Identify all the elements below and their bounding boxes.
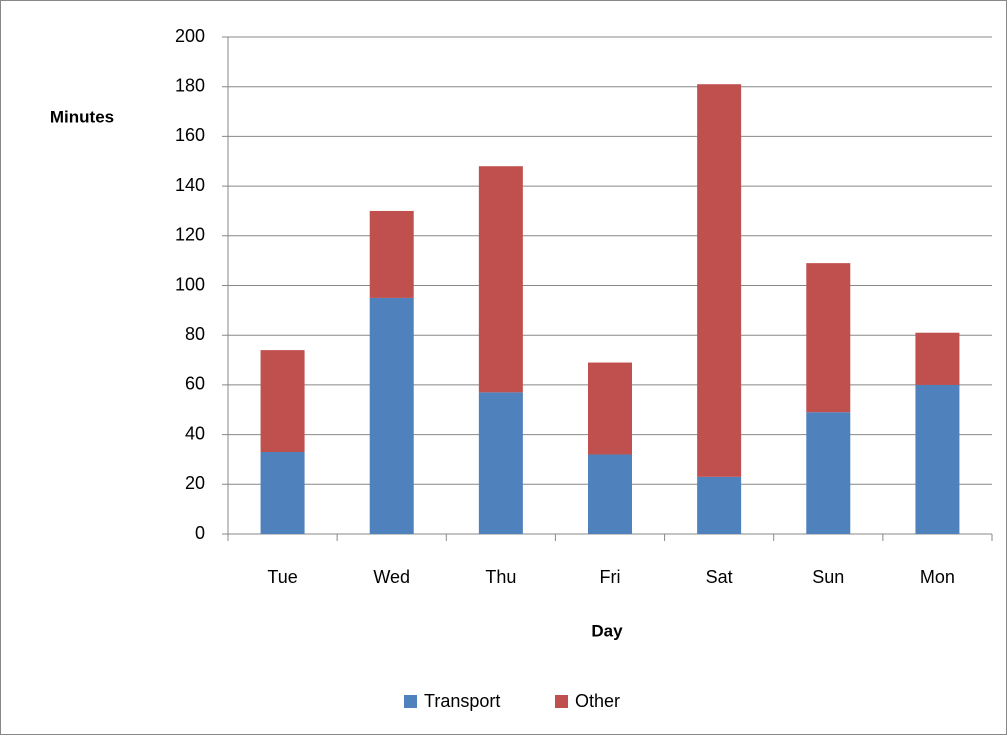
bar-segment <box>478 166 523 393</box>
x-tick-label: Tue <box>267 567 297 587</box>
x-tick-label: Thu <box>485 567 516 587</box>
x-tick-label: Fri <box>600 567 621 587</box>
bar-segment <box>588 362 632 455</box>
y-tick-label: 200 <box>175 26 205 46</box>
bar-segment <box>260 451 305 534</box>
legend-swatch <box>404 695 417 708</box>
legend-label: Transport <box>424 691 500 711</box>
bar-segment <box>369 297 414 534</box>
y-tick-label: 80 <box>185 324 205 344</box>
y-tick-label: 40 <box>185 423 205 443</box>
x-tick-label: Sat <box>706 567 733 587</box>
bar-segment <box>697 476 742 534</box>
bar-segment <box>806 412 851 534</box>
bar-segment <box>478 392 523 534</box>
y-tick-label: 180 <box>175 75 205 95</box>
y-tick-label: 0 <box>195 523 205 543</box>
y-tick-label: 100 <box>175 274 205 294</box>
bar-segment <box>915 332 960 385</box>
x-tick-label: Sun <box>812 567 844 587</box>
x-axis-label: Day <box>591 621 623 640</box>
y-tick-label: 20 <box>185 473 205 493</box>
x-tick-label: Mon <box>920 567 955 587</box>
legend-swatch <box>555 695 568 708</box>
bar-segment <box>697 84 742 477</box>
bar-segment <box>588 454 632 534</box>
y-tick-label: 120 <box>175 225 205 245</box>
bar-segment <box>369 210 414 298</box>
y-tick-label: 60 <box>185 374 205 394</box>
y-axis-label: Minutes <box>50 107 114 126</box>
y-tick-label: 140 <box>175 175 205 195</box>
y-tick-label: 160 <box>175 125 205 145</box>
legend-label: Other <box>575 691 620 711</box>
bar-segment <box>260 350 305 452</box>
bar-segment <box>806 263 851 413</box>
bar-segment <box>915 384 960 534</box>
x-tick-label: Wed <box>373 567 410 587</box>
